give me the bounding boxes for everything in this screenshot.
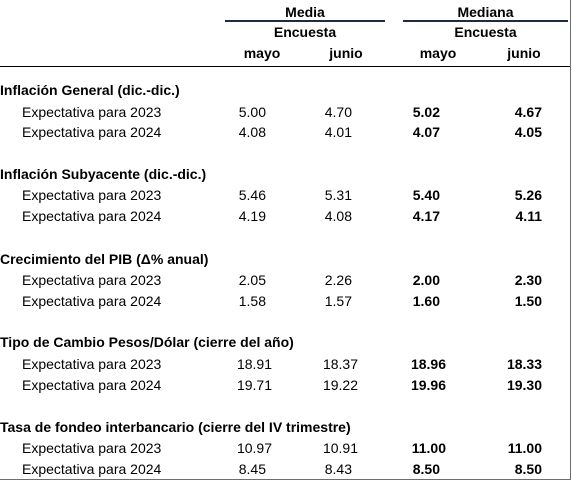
cell-media-junio: 4.70 [324,104,352,120]
header-media-rule [225,20,385,22]
cell-media-junio: 19.22 [322,377,358,393]
header-encuesta-media: Encuesta [273,24,337,40]
cell-media-mayo: 5.00 [238,104,266,120]
header-media-junio: junio [329,45,363,61]
cell-mediana-junio: 4.11 [515,208,542,224]
cell-media-mayo: 8.45 [238,461,266,477]
row-label: Expectativa para 2024 [22,208,162,224]
header-mediana-rule [403,20,568,22]
cell-media-junio: 1.57 [324,293,352,309]
row-label: Expectativa para 2024 [22,293,162,309]
row-label: Expectativa para 2023 [22,272,162,288]
cell-mediana-junio: 19.30 [506,377,542,393]
cell-mediana-mayo: 18.96 [410,356,446,372]
cell-mediana-junio: 18.33 [506,356,542,372]
cell-mediana-mayo: 4.07 [412,124,440,140]
cell-media-mayo: 1.58 [238,293,266,309]
cell-media-mayo: 19.71 [236,377,272,393]
cell-media-junio: 8.43 [324,461,352,477]
cell-mediana-mayo: 11.00 [411,440,446,456]
cell-mediana-mayo: 4.17 [412,208,440,224]
cell-mediana-mayo: 5.40 [412,187,440,203]
header-media-mayo: mayo [243,45,281,61]
section-title-tipo-de-cambio: Tipo de Cambio Pesos/Dólar (cierre del a… [0,334,294,350]
header-mediana-mayo: mayo [419,45,457,61]
header-media: Media [285,4,325,20]
header-mediana-junio: junio [507,45,541,61]
cell-mediana-mayo: 8.50 [412,461,440,477]
header-encuesta-mediana: Encuesta [454,24,517,40]
cell-media-mayo: 4.08 [238,124,266,140]
header-mediana: Mediana [457,4,514,20]
cell-media-junio: 4.01 [324,124,352,140]
section-title-crecimiento-pib: Crecimiento del PIB (Δ% anual) [0,251,209,267]
row-label: Expectativa para 2024 [22,124,162,140]
cell-mediana-junio: 8.50 [514,461,542,477]
cell-mediana-mayo: 2.00 [412,272,440,288]
row-label: Expectativa para 2023 [22,104,162,120]
section-title-inflacion-general: Inflación General (dic.-dic.) [0,82,180,98]
row-label: Expectativa para 2023 [22,440,162,456]
cell-mediana-mayo: 1.60 [412,293,440,309]
cell-media-mayo: 5.46 [238,187,266,203]
cell-media-mayo: 4.19 [238,208,266,224]
cell-media-junio: 18.37 [322,356,358,372]
cell-media-mayo: 2.05 [238,272,266,288]
row-label: Expectativa para 2023 [22,356,162,372]
cell-mediana-mayo: 5.02 [412,104,440,120]
cell-mediana-junio: 11.00 [507,440,542,456]
row-label: Expectativa para 2023 [22,187,162,203]
cell-mediana-junio: 4.67 [514,104,542,120]
row-label: Expectativa para 2024 [22,377,162,393]
section-title-inflacion-subyacente: Inflación Subyacente (dic.-dic.) [0,166,207,182]
cell-media-junio: 5.31 [324,187,352,203]
cell-mediana-junio: 5.26 [514,187,542,203]
cell-mediana-mayo: 19.96 [410,377,446,393]
section-title-tasa-de-fondeo: Tasa de fondeo interbancario (cierre del… [0,419,351,435]
cell-mediana-junio: 4.05 [514,124,542,140]
cell-media-mayo: 18.91 [236,356,272,372]
header-divider [0,66,570,67]
row-label: Expectativa para 2024 [22,461,162,477]
cell-media-junio: 4.08 [324,208,352,224]
cell-mediana-junio: 1.50 [514,293,542,309]
cell-media-junio: 2.26 [324,272,352,288]
cell-mediana-junio: 2.30 [514,272,542,288]
cell-media-mayo: 10.97 [236,440,272,456]
cell-media-junio: 10.91 [322,440,358,456]
